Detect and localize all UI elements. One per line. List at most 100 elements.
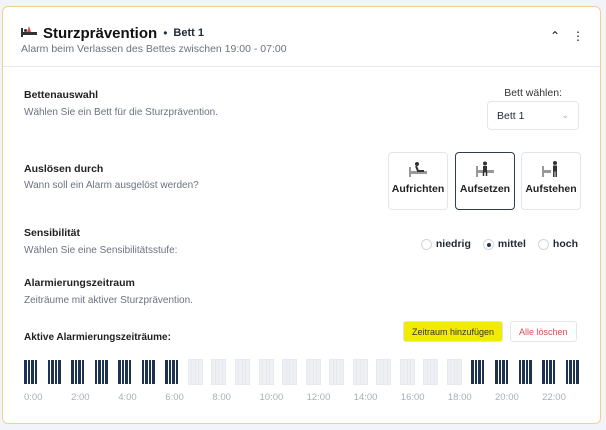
bed-select[interactable]: Bett 1 ⌄ bbox=[487, 101, 579, 130]
hour-block-22[interactable] bbox=[542, 360, 556, 384]
quarter-slot[interactable] bbox=[305, 359, 310, 385]
quarter-slot[interactable] bbox=[27, 360, 30, 384]
quarter-slot[interactable] bbox=[565, 360, 569, 384]
chevron-up-icon[interactable]: ⌃ bbox=[549, 29, 560, 43]
radio-niedrig[interactable]: niedrig bbox=[420, 238, 471, 250]
quarter-slot[interactable] bbox=[376, 359, 381, 385]
quarter-slot[interactable] bbox=[145, 360, 148, 384]
hour-block-0[interactable] bbox=[24, 360, 37, 384]
quarter-slot[interactable] bbox=[242, 359, 247, 385]
quarter-slot[interactable] bbox=[386, 359, 392, 385]
quarter-slot[interactable] bbox=[399, 359, 405, 385]
hour-block-2[interactable] bbox=[71, 360, 85, 384]
quarter-slot[interactable] bbox=[312, 359, 317, 385]
hour-block-19[interactable] bbox=[471, 360, 485, 384]
trigger-option-aufrichten[interactable]: Aufrichten bbox=[388, 152, 448, 210]
hour-block-12[interactable] bbox=[305, 359, 321, 385]
hour-block-8[interactable] bbox=[211, 359, 227, 385]
quarter-slot[interactable] bbox=[502, 360, 505, 384]
hour-block-3[interactable] bbox=[94, 360, 108, 384]
quarter-slot[interactable] bbox=[195, 359, 200, 385]
quarter-slot[interactable] bbox=[34, 360, 37, 384]
quarter-slot[interactable] bbox=[98, 360, 101, 384]
quarter-slot[interactable] bbox=[262, 359, 267, 385]
quarter-slot[interactable] bbox=[265, 359, 270, 385]
quarter-slot[interactable] bbox=[576, 360, 579, 384]
card-header[interactable]: Sturzprävention • Bett 1 Alarm beim Verl… bbox=[3, 7, 600, 67]
quarter-slot[interactable] bbox=[152, 360, 155, 384]
quarter-slot[interactable] bbox=[316, 359, 321, 385]
add-period-button[interactable]: Zeitraum hinzufügen bbox=[403, 321, 504, 342]
quarter-slot[interactable] bbox=[352, 359, 358, 385]
hour-block-18[interactable] bbox=[447, 359, 462, 385]
quarter-slot[interactable] bbox=[495, 360, 498, 384]
quarter-slot[interactable] bbox=[406, 359, 412, 385]
quarter-slot[interactable] bbox=[522, 360, 525, 384]
quarter-slot[interactable] bbox=[148, 360, 152, 384]
hour-block-10[interactable] bbox=[258, 359, 274, 385]
quarter-slot[interactable] bbox=[24, 360, 27, 384]
quarter-slot[interactable] bbox=[51, 360, 54, 384]
quarter-slot[interactable] bbox=[363, 359, 368, 385]
quarter-slot[interactable] bbox=[430, 359, 435, 385]
quarter-slot[interactable] bbox=[198, 359, 203, 385]
quarter-slot[interactable] bbox=[47, 360, 51, 384]
quarter-slot[interactable] bbox=[447, 359, 452, 385]
quarter-slot[interactable] bbox=[454, 359, 459, 385]
radio-circle[interactable] bbox=[482, 238, 494, 250]
quarter-slot[interactable] bbox=[172, 360, 175, 384]
quarter-slot[interactable] bbox=[329, 359, 334, 385]
quarter-slot[interactable] bbox=[258, 359, 263, 385]
quarter-slot[interactable] bbox=[191, 359, 196, 385]
quarter-slot[interactable] bbox=[309, 359, 314, 385]
quarter-slot[interactable] bbox=[481, 360, 485, 384]
radio-circle[interactable] bbox=[537, 238, 549, 250]
radio-hoch[interactable]: hoch bbox=[537, 238, 578, 250]
quarter-slot[interactable] bbox=[403, 359, 408, 385]
quarter-slot[interactable] bbox=[105, 360, 108, 384]
hour-block-5[interactable] bbox=[141, 360, 155, 384]
quarter-slot[interactable] bbox=[218, 359, 223, 385]
quarter-slot[interactable] bbox=[383, 359, 388, 385]
quarter-slot[interactable] bbox=[471, 360, 474, 384]
hour-block-14[interactable] bbox=[352, 359, 368, 385]
quarter-slot[interactable] bbox=[549, 360, 552, 384]
quarter-slot[interactable] bbox=[121, 360, 125, 384]
quarter-slot[interactable] bbox=[78, 360, 81, 384]
quarter-slot[interactable] bbox=[379, 359, 385, 385]
quarter-slot[interactable] bbox=[31, 360, 34, 384]
quarter-slot[interactable] bbox=[552, 360, 556, 384]
quarter-slot[interactable] bbox=[356, 359, 361, 385]
quarter-slot[interactable] bbox=[529, 360, 532, 384]
quarter-slot[interactable] bbox=[285, 359, 290, 385]
quarter-slot[interactable] bbox=[450, 359, 455, 385]
hour-block-21[interactable] bbox=[518, 360, 532, 384]
hour-block-7[interactable] bbox=[188, 359, 203, 385]
quarter-slot[interactable] bbox=[542, 360, 545, 384]
quarter-slot[interactable] bbox=[222, 359, 227, 385]
quarter-slot[interactable] bbox=[336, 359, 341, 385]
quarter-slot[interactable] bbox=[505, 360, 508, 384]
quarter-slot[interactable] bbox=[238, 359, 243, 385]
quarter-slot[interactable] bbox=[292, 359, 297, 385]
hour-block-4[interactable] bbox=[118, 360, 132, 384]
quarter-slot[interactable] bbox=[118, 360, 121, 384]
hour-block-11[interactable] bbox=[282, 359, 297, 385]
hour-block-6[interactable] bbox=[165, 360, 179, 384]
trigger-option-aufstehen[interactable]: Aufstehen bbox=[521, 152, 581, 210]
quarter-slot[interactable] bbox=[282, 359, 287, 385]
quarter-slot[interactable] bbox=[332, 359, 337, 385]
quarter-slot[interactable] bbox=[101, 360, 105, 384]
quarter-slot[interactable] bbox=[74, 360, 78, 384]
quarter-slot[interactable] bbox=[54, 360, 58, 384]
more-vertical-icon[interactable]: ⋮ bbox=[572, 29, 584, 43]
quarter-slot[interactable] bbox=[457, 359, 462, 385]
quarter-slot[interactable] bbox=[71, 360, 74, 384]
quarter-slot[interactable] bbox=[175, 360, 179, 384]
quarter-slot[interactable] bbox=[339, 359, 344, 385]
quarter-slot[interactable] bbox=[235, 359, 240, 385]
hour-block-9[interactable] bbox=[235, 359, 250, 385]
quarter-slot[interactable] bbox=[141, 360, 145, 384]
clear-all-button[interactable]: Alle löschen bbox=[510, 321, 577, 342]
quarter-slot[interactable] bbox=[545, 360, 549, 384]
